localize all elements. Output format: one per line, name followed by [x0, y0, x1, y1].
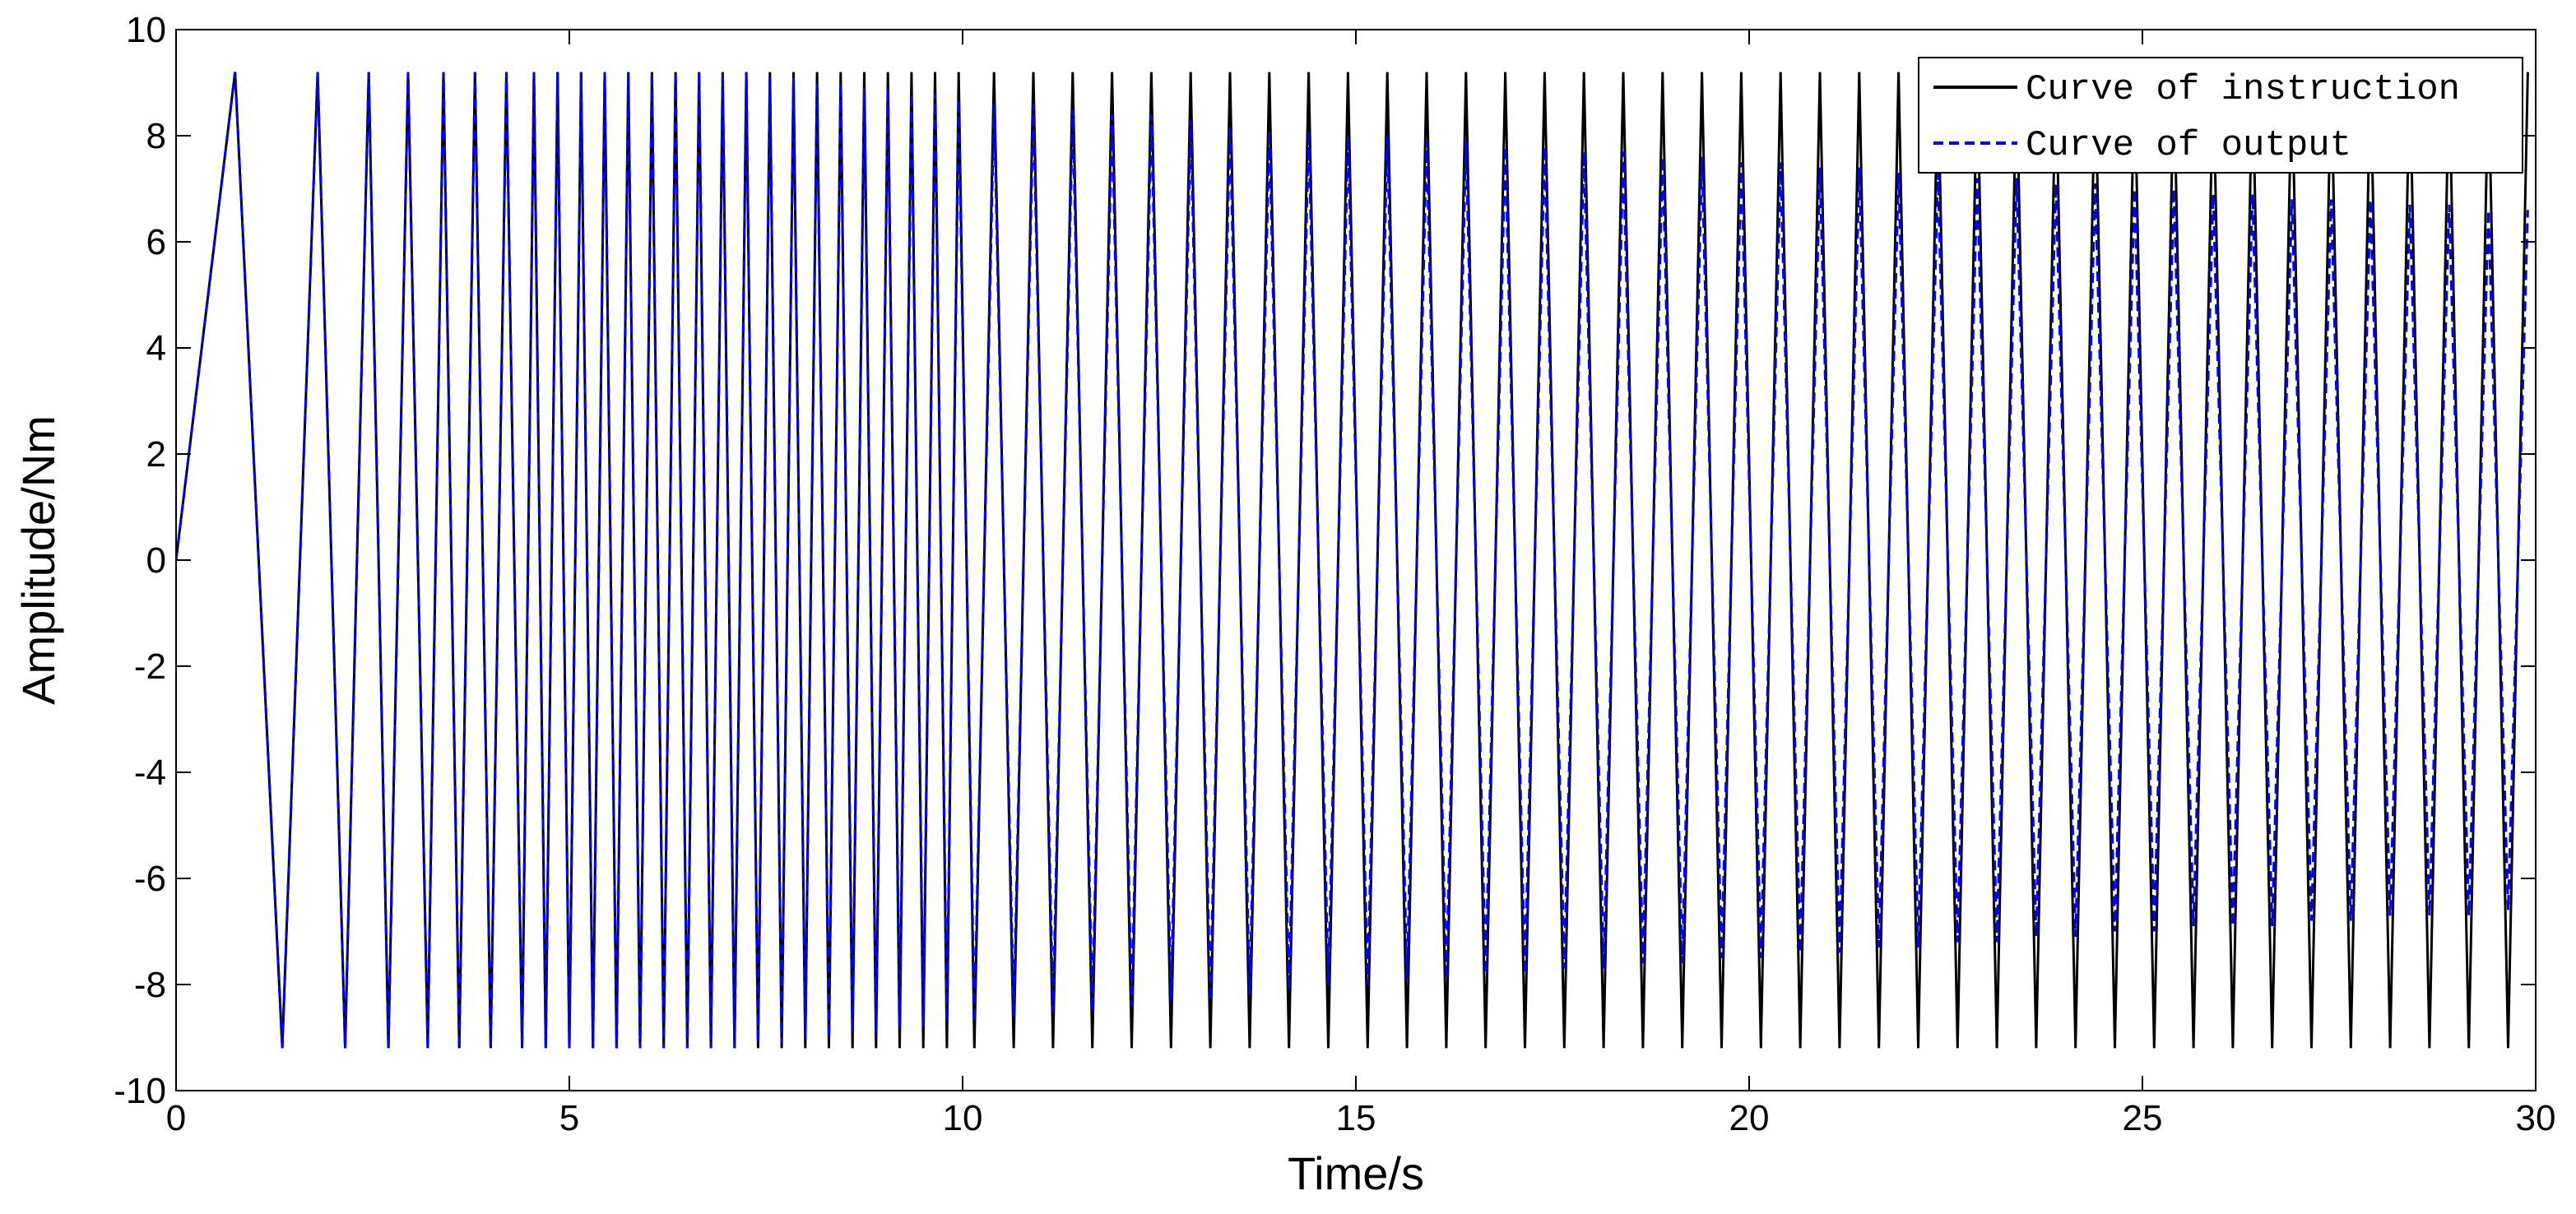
legend-label: Curve of instruction: [2026, 69, 2460, 110]
y-tick-label: -2: [134, 646, 166, 687]
x-tick-label: 30: [2516, 1098, 2556, 1138]
legend-box: [1918, 57, 2523, 174]
data-line: [176, 72, 2529, 1049]
y-tick-label: 0: [146, 540, 166, 581]
y-tick-label: 2: [146, 434, 166, 475]
x-tick-label: 10: [943, 1098, 983, 1138]
y-tick-label: 4: [146, 328, 166, 368]
x-tick-label: 15: [1336, 1098, 1376, 1138]
y-tick-label: -8: [134, 965, 166, 1005]
y-axis-label: Amplitude/Nm: [12, 415, 64, 705]
x-tick-label: 20: [1729, 1098, 1770, 1138]
y-tick-label: -4: [134, 753, 166, 793]
y-tick-label: 8: [146, 116, 166, 156]
y-tick-label: 6: [146, 222, 166, 262]
x-tick-label: 25: [2123, 1098, 2163, 1138]
x-axis-label: Time/s: [1288, 1147, 1424, 1199]
x-tick-label: 5: [559, 1098, 579, 1138]
y-tick-label: -10: [114, 1071, 166, 1111]
y-tick-label: -6: [134, 859, 166, 899]
y-tick-label: 10: [126, 10, 166, 50]
legend-label: Curve of output: [2026, 125, 2351, 166]
x-tick-label: 0: [166, 1098, 186, 1138]
